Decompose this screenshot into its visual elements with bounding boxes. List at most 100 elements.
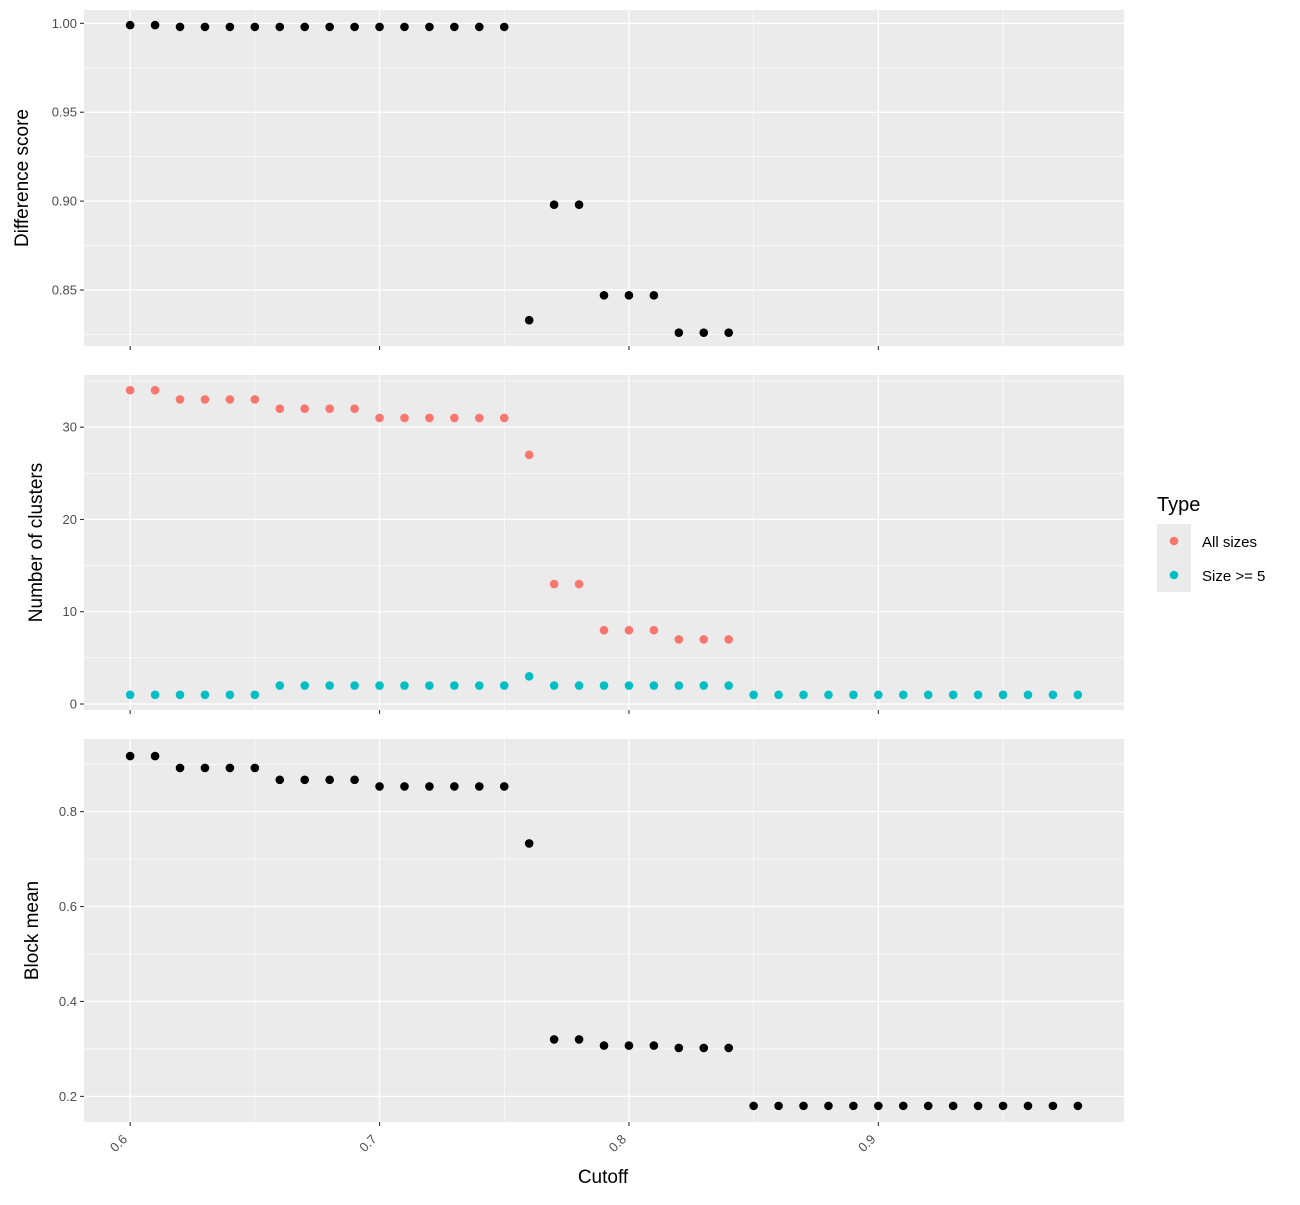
data-point-series [948,1101,958,1111]
data-point-series [998,1101,1008,1111]
data-point-series [624,1041,634,1050]
data-point-series [674,1043,684,1053]
data-point-size-5 [400,681,409,690]
data-point-series [225,763,235,773]
data-point-series [125,20,135,30]
data-point-all-sizes [450,413,459,423]
data-point-series [325,775,334,785]
y-tick-label: 10 [63,604,77,619]
data-point-series [1023,1101,1033,1111]
data-point-series [499,782,509,791]
data-point-size-5 [874,690,883,700]
data-point-size-5 [325,681,334,690]
data-point-series [400,782,409,791]
y-tick-label: 0.8 [59,804,77,819]
y-tick-label: 0 [70,697,77,712]
data-point-series [749,1101,758,1111]
data-point-series [774,1101,783,1111]
data-point-size-5 [699,681,709,690]
data-point-all-sizes [649,625,659,635]
data-point-size-5 [549,681,559,690]
legend: Type All sizes Size >= 5 [1157,494,1265,592]
data-point-all-sizes [499,413,509,423]
data-point-all-sizes [250,395,260,404]
data-point-series [250,763,260,773]
data-point-series [923,1101,933,1111]
data-point-series [325,22,334,32]
data-point-series [524,315,534,325]
data-point-size-5 [674,681,684,690]
data-point-series [724,328,734,337]
data-point-series [375,782,384,791]
panel-1: 0.85 0.90 0.95 1.00 Difference score [12,10,1124,350]
x-tick-label: 0.8 [606,1132,629,1155]
data-point-all-sizes [474,413,484,423]
data-point-all-sizes [674,635,684,644]
panels-layer: 0.85 0.90 0.95 1.00 Difference score 0 10 20 30 N… [12,10,1124,1155]
data-point-size-5 [923,690,933,700]
data-point-series [200,763,210,773]
data-point-size-5 [225,690,235,700]
data-point-series [275,775,285,785]
data-point-size-5 [200,690,210,700]
panel-background [84,375,1124,710]
data-point-size-5 [1023,690,1033,700]
data-point-all-sizes [375,413,384,423]
data-point-series [125,751,135,761]
data-point-all-sizes [524,450,534,460]
data-point-all-sizes [225,395,235,404]
data-point-series [150,20,160,30]
data-point-size-5 [624,681,634,690]
data-point-series [175,22,185,32]
y-tick-label: 20 [63,512,77,527]
data-point-size-5 [524,672,534,681]
y-tick-label: 0.6 [59,899,77,914]
data-point-all-sizes [300,404,310,413]
data-point-size-5 [275,681,285,690]
x-tick-label: 0.6 [107,1132,130,1155]
data-point-size-5 [774,690,783,700]
data-point-series [300,22,310,32]
y-tick-label: 0.95 [52,105,77,120]
y-tick-label: 0.2 [59,1089,77,1104]
y-axis-title: Number of clusters [26,463,47,622]
data-point-series [425,22,434,32]
data-point-series [799,1101,808,1111]
y-axis-title: Difference score [12,109,33,247]
data-point-size-5 [973,690,983,700]
data-point-series [874,1101,883,1111]
data-point-series [624,291,634,300]
data-point-series [499,22,509,32]
data-point-series [425,782,434,791]
data-point-size-5 [250,690,260,700]
data-point-series [300,775,310,785]
legend-swatch-size-ge-5 [1169,570,1179,580]
data-point-all-sizes [425,413,434,423]
x-tick-label: 0.7 [356,1132,379,1155]
data-point-series [225,22,235,32]
data-point-series [674,328,684,337]
panel-background [84,739,1124,1122]
data-point-series [450,22,459,32]
data-point-series [574,200,584,209]
y-tick-label: 0.4 [59,994,77,1009]
data-point-series [150,751,160,761]
data-point-size-5 [125,690,135,700]
y-tick-label: 0.90 [52,194,77,209]
data-point-series [350,775,359,785]
data-point-all-sizes [150,385,160,395]
data-point-all-sizes [624,625,634,635]
data-point-series [973,1101,983,1111]
data-point-all-sizes [549,579,559,589]
data-point-size-5 [450,681,459,690]
legend-label-size-ge-5: Size >= 5 [1202,568,1265,585]
data-point-series [250,22,260,32]
data-point-series [549,1035,559,1044]
data-point-size-5 [474,681,484,690]
data-point-size-5 [1073,690,1083,700]
legend-swatch-all-sizes [1169,536,1179,546]
data-point-size-5 [375,681,384,690]
data-point-all-sizes [400,413,409,423]
panel-3: 0.2 0.4 0.6 0.8 0.6 0.7 0.8 0.9 Block mean [22,739,1124,1155]
